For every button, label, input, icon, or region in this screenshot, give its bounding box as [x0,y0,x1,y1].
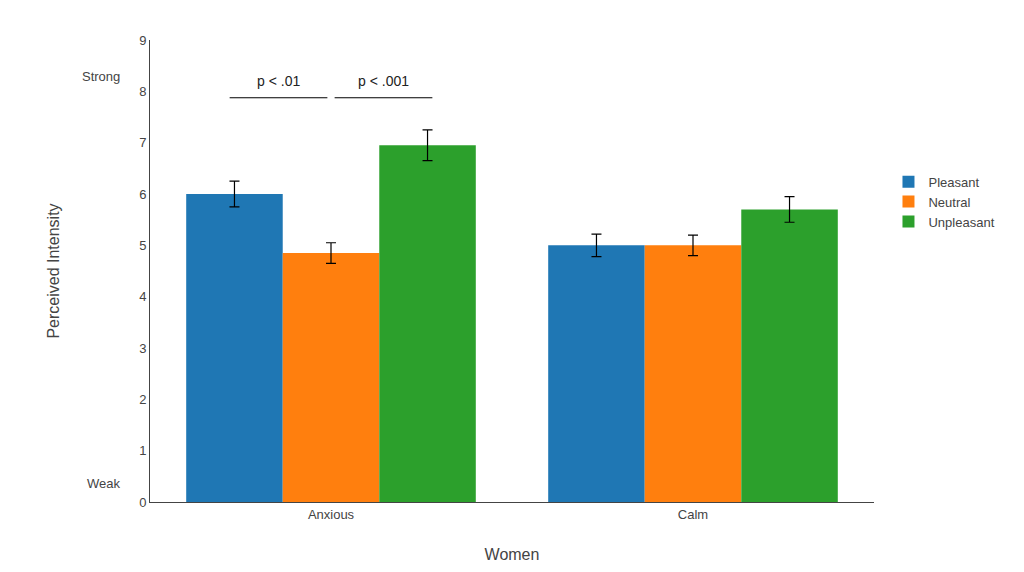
svg-text:Strong: Strong [82,69,120,84]
svg-text:1: 1 [139,443,146,458]
svg-text:p < .001: p < .001 [358,73,409,89]
svg-text:Neutral: Neutral [928,195,970,210]
svg-text:Perceived Intensity: Perceived Intensity [45,203,62,338]
svg-text:2: 2 [139,392,146,407]
svg-text:3: 3 [139,341,146,356]
svg-text:7: 7 [139,135,146,150]
svg-text:0: 0 [139,495,146,510]
svg-text:Unpleasant: Unpleasant [928,215,994,230]
svg-text:5: 5 [139,238,146,253]
svg-text:Anxious: Anxious [308,507,355,522]
svg-text:6: 6 [139,187,146,202]
svg-text:4: 4 [139,289,146,304]
svg-text:Weak: Weak [87,476,120,491]
svg-text:8: 8 [139,84,146,99]
svg-text:p < .01: p < .01 [257,73,300,89]
svg-text:9: 9 [139,33,146,48]
svg-text:Women: Women [485,546,540,563]
svg-text:Pleasant: Pleasant [928,175,979,190]
svg-text:Calm: Calm [678,507,708,522]
